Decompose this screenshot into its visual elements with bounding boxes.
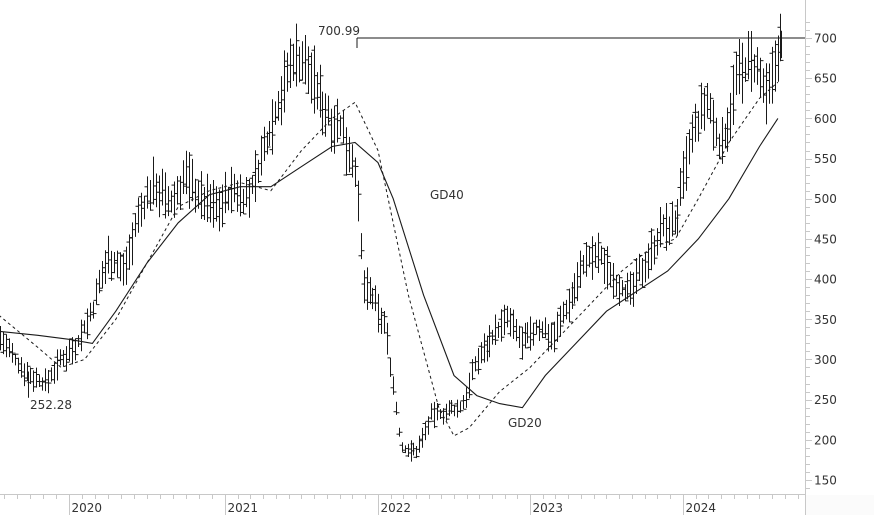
x-tick-label: 2022 <box>381 501 412 515</box>
y-tick-label: 300 <box>814 353 837 367</box>
y-tick-label: 200 <box>814 433 837 447</box>
y-tick-label: 500 <box>814 192 837 206</box>
x-tick-label: 2021 <box>228 501 259 515</box>
x-axis: 2020 2021 2022 2023 2024 <box>0 494 874 515</box>
y-tick-label: 600 <box>814 112 837 126</box>
x-tick-label: 2023 <box>533 501 564 515</box>
y-tick-label: 450 <box>814 232 837 246</box>
y-tick-label: 400 <box>814 273 837 287</box>
high-label: 700.99 <box>318 24 360 38</box>
y-tick-label: 650 <box>814 72 837 86</box>
y-tick-label: 550 <box>814 152 837 166</box>
y-tick-label: 350 <box>814 313 837 327</box>
ohlc-bars <box>0 13 784 462</box>
y-tick-label: 250 <box>814 393 837 407</box>
gd40-line <box>0 118 779 409</box>
y-axis: 700 650 600 550 500 450 400 350 300 250 200 150 <box>805 0 837 515</box>
gd20-label: GD20 <box>508 416 542 430</box>
low-label: 252.28 <box>30 398 72 412</box>
annotations: 700.99 252.28 GD40 GD20 <box>30 24 805 430</box>
y-tick-label: 150 <box>814 473 837 487</box>
gd20-line <box>0 81 779 437</box>
x-tick-label: 2024 <box>686 501 717 515</box>
y-tick-label: 700 <box>814 32 837 46</box>
x-tick-label: 2020 <box>72 501 103 515</box>
gd40-label: GD40 <box>430 188 464 202</box>
